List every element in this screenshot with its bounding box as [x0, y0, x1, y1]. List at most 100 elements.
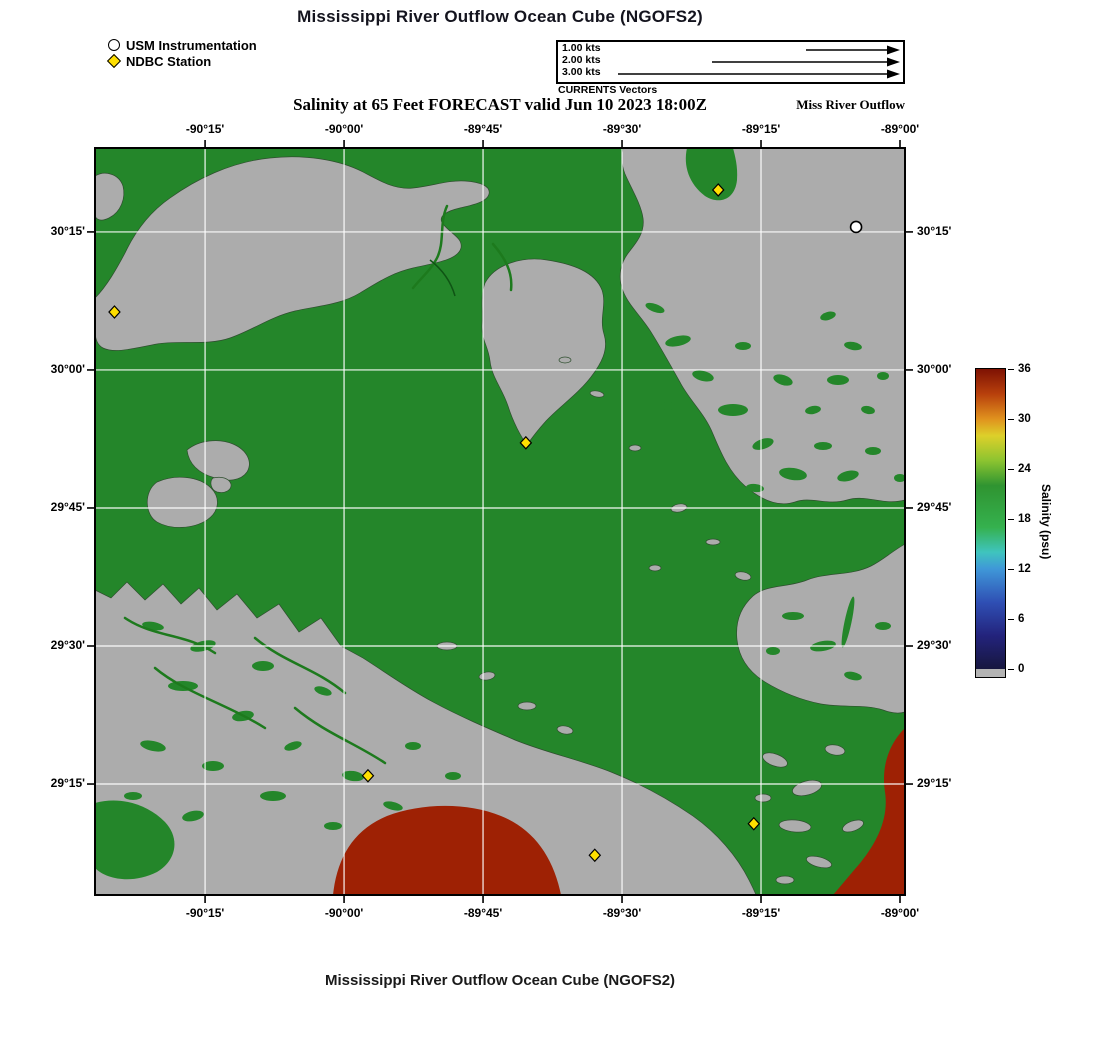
lat-tick-label-left: 30°00'	[50, 361, 85, 376]
lon-tick-label-bottom: -90°15'	[185, 906, 225, 920]
lat-tick-label-left: 29°30'	[50, 638, 85, 652]
ndbc-diamond-icon	[106, 53, 122, 69]
lat-tick-label-right: 30°00'	[917, 361, 952, 376]
high-salinity-regions	[333, 728, 905, 895]
colorbar: 0 6 12 18 24 30 36 Salinity (psu)	[975, 363, 1095, 688]
region-label: Miss River Outflow	[796, 97, 905, 112]
ndbc-station-marker	[519, 435, 533, 450]
colorbar-tick-label: 0	[1018, 662, 1025, 675]
islet	[589, 390, 605, 398]
colorbar-tick-label: 18	[1018, 512, 1031, 525]
marsh-delta-band	[94, 581, 757, 896]
delta-islet	[754, 793, 772, 803]
salinity-plume-southeast	[833, 728, 905, 895]
islet	[558, 356, 572, 364]
islet	[556, 725, 574, 735]
colorbar-tick	[1008, 668, 1014, 671]
lon-tick-label-top: -89°30'	[602, 122, 642, 136]
colorbar-undercap	[976, 669, 1005, 677]
lon-tick-label-top: -90°00'	[324, 122, 364, 136]
salinity-plume-south	[333, 805, 561, 895]
footer-title: Mississippi River Outflow Ocean Cube (NG…	[324, 972, 676, 989]
lon-tick-label-top: -89°00'	[880, 122, 920, 136]
delta-islet	[762, 752, 788, 768]
lat-tick-label-right: 29°30'	[917, 638, 952, 652]
legend-item-ndbc: NDBC Station	[106, 53, 257, 69]
islet	[705, 538, 721, 546]
land-masses	[94, 147, 906, 896]
colorbar-tick-label: 36	[1018, 362, 1031, 375]
landmass-north-shore	[94, 156, 490, 351]
lon-tick-label-bottom: -90°00'	[324, 906, 364, 920]
vector-arrow-head	[887, 45, 900, 55]
river-channels	[123, 204, 513, 765]
legend-label-ndbc: NDBC Station	[126, 53, 212, 69]
island-mid-west-b	[146, 476, 218, 528]
lon-tick-label-bottom: -89°30'	[602, 906, 642, 920]
colorbar-tick-label: 24	[1018, 462, 1031, 475]
usm-circle-icon	[108, 39, 120, 51]
bay-st-louis-inlet	[685, 148, 738, 201]
lat-tick-label-left: 29°15'	[50, 776, 85, 791]
map-legend: USM Instrumentation NDBC Station	[106, 37, 257, 69]
lat-tick-label-right: 29°15'	[917, 776, 952, 791]
vector-arrow-head	[887, 57, 900, 67]
vector-scale-arrows	[618, 45, 900, 79]
ndbc-station-marker	[108, 305, 121, 319]
delta-islet	[775, 875, 795, 885]
station-markers	[108, 183, 863, 863]
colorbar-tick	[1008, 468, 1014, 471]
vector-scale-label-3kt: 3.00 kts	[562, 66, 601, 78]
lon-tick-label-bottom: -89°15'	[741, 906, 781, 920]
colorbar-tick	[1008, 368, 1014, 371]
landmass-east-sound	[736, 543, 906, 714]
colorbar-title: Salinity (psu)	[1039, 484, 1053, 560]
lon-tick-label-top: -90°15'	[185, 122, 225, 136]
colorbar-tick-label: 6	[1018, 612, 1025, 625]
colorbar-gradient	[976, 369, 1005, 669]
lat-tick-label-right: 30°15'	[917, 223, 952, 238]
island-mid-west-connector	[210, 476, 232, 493]
ndbc-station-marker	[747, 816, 761, 831]
colorbar-tick	[1008, 568, 1014, 571]
map-plot-area: -90°15' -90°15' -90°00' -90°00' -89°45' -89°4…	[51, 122, 952, 920]
islet	[648, 564, 662, 572]
island-mid-west-a	[186, 440, 250, 481]
lat-tick-label-right: 29°45'	[917, 499, 952, 514]
page-title: Mississippi River Outflow Ocean Cube (NG…	[297, 7, 703, 26]
legend-label-usm: USM Instrumentation	[126, 37, 257, 53]
colorbar-tick-label: 12	[1018, 562, 1031, 575]
ndbc-station-marker	[711, 183, 725, 197]
current-vector-scale-box: 1.00 kts 2.00 kts 3.00 kts	[556, 40, 905, 84]
corner-marsh-green	[95, 800, 175, 880]
salinity-map	[87, 140, 913, 903]
barrier-island-sliver	[841, 596, 855, 648]
vector-scale-label-1kt: 1.00 kts	[562, 42, 601, 54]
colorbar-tick	[1008, 418, 1014, 421]
landmass-mississippi-coast	[619, 147, 906, 505]
usm-instrumentation-marker	[849, 220, 863, 234]
islet-west-edge	[94, 172, 125, 221]
lat-tick-label-left: 29°45'	[50, 499, 85, 514]
ndbc-station-marker	[588, 848, 602, 863]
colorbar-tick	[1008, 518, 1014, 521]
ndbc-station-marker	[361, 768, 375, 783]
lat-tick-label-left: 30°15'	[50, 223, 85, 238]
delta-islet	[806, 855, 832, 869]
axis-ticks	[87, 140, 913, 903]
delta-islet	[824, 744, 846, 756]
colorbar-tick	[1008, 618, 1014, 621]
vector-arrow-head	[887, 69, 900, 79]
marsh-and-channels	[95, 148, 906, 880]
vector-scale-label-2kt: 2.00 kts	[562, 54, 601, 66]
peninsula-lake-catherine	[481, 258, 606, 446]
lon-tick-label-bottom: -89°00'	[880, 906, 920, 920]
lon-tick-label-bottom: -89°45'	[463, 906, 503, 920]
islet	[734, 571, 752, 581]
currents-vectors-caption: CURRENTS Vectors	[558, 84, 658, 96]
delta-islet	[778, 819, 812, 833]
forecast-subtitle: Salinity at 65 Feet FORECAST valid Jun 1…	[293, 95, 707, 114]
map-frame	[94, 147, 906, 896]
lon-tick-label-top: -89°45'	[463, 122, 503, 136]
islet	[517, 701, 537, 711]
